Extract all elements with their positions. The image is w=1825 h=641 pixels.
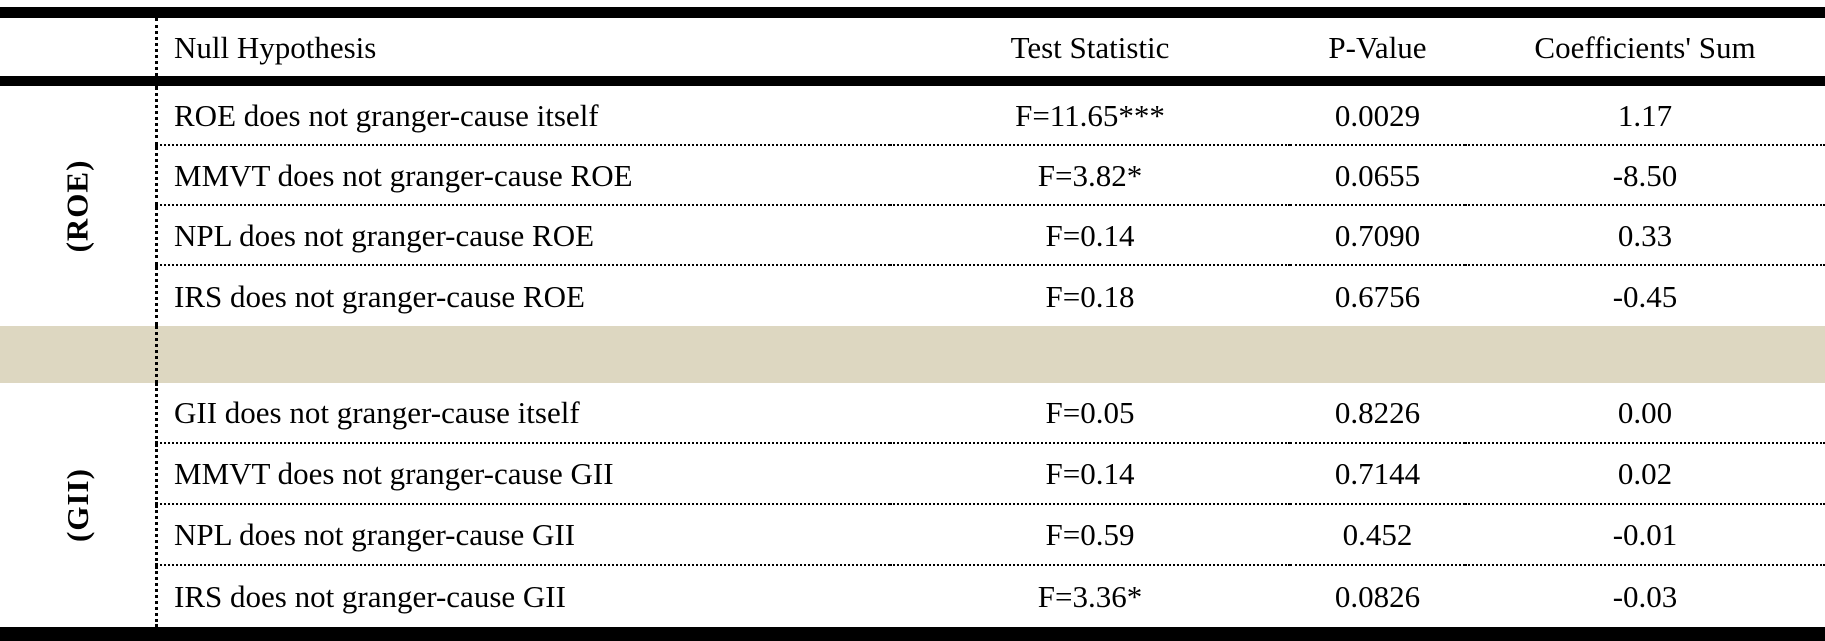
p-value-cell: 0.0655	[1290, 146, 1465, 206]
test-statistic-cell: F=3.36*	[890, 566, 1290, 627]
coefficients-sum-cell: 0.02	[1465, 444, 1825, 505]
column-header-null-hypothesis: Null Hypothesis	[155, 18, 890, 76]
test-statistic-cell: F=0.59	[890, 505, 1290, 566]
p-value-cell: 0.7090	[1290, 206, 1465, 266]
coefficients-sum-cell: -0.45	[1465, 266, 1825, 326]
p-value-cell: 0.7144	[1290, 444, 1465, 505]
hypothesis-cell: IRS does not granger-cause GII	[155, 566, 890, 627]
section-gii: (GII) GII does not granger-cause itself …	[0, 383, 1825, 627]
band-cell	[0, 326, 155, 383]
coefficients-sum-cell: -8.50	[1465, 146, 1825, 206]
section-roe: (ROE) ROE does not granger-cause itself …	[0, 86, 1825, 326]
coefficients-sum-cell: 1.17	[1465, 86, 1825, 146]
table-header-row: Null Hypothesis Test Statistic P-Value C…	[0, 18, 1825, 76]
coefficients-sum-cell: 0.00	[1465, 383, 1825, 444]
hypothesis-cell: MMVT does not granger-cause GII	[155, 444, 890, 505]
band-cell	[1290, 326, 1465, 383]
hypothesis-cell: GII does not granger-cause itself	[155, 383, 890, 444]
coefficients-sum-cell: -0.01	[1465, 505, 1825, 566]
test-statistic-cell: F=0.14	[890, 444, 1290, 505]
header-corner-cell	[0, 18, 155, 76]
hypothesis-cell: NPL does not granger-cause GII	[155, 505, 890, 566]
p-value-cell: 0.6756	[1290, 266, 1465, 326]
column-header-p-value: P-Value	[1290, 18, 1465, 76]
band-cell	[890, 326, 1290, 383]
group-label-roe-cell: (ROE)	[0, 86, 155, 326]
header-separator-border	[0, 76, 1825, 86]
band-cell	[155, 326, 890, 383]
test-statistic-cell: F=0.14	[890, 206, 1290, 266]
table-top-border	[0, 7, 1825, 18]
p-value-cell: 0.0029	[1290, 86, 1465, 146]
test-statistic-cell: F=11.65***	[890, 86, 1290, 146]
p-value-cell: 0.452	[1290, 505, 1465, 566]
hypothesis-cell: IRS does not granger-cause ROE	[155, 266, 890, 326]
coefficients-sum-cell: 0.33	[1465, 206, 1825, 266]
test-statistic-cell: F=0.05	[890, 383, 1290, 444]
test-statistic-cell: F=3.82*	[890, 146, 1290, 206]
column-header-test-statistic: Test Statistic	[890, 18, 1290, 76]
band-cell	[1465, 326, 1825, 383]
p-value-cell: 0.8226	[1290, 383, 1465, 444]
coefficients-sum-cell: -0.03	[1465, 566, 1825, 627]
section-separator-band	[0, 326, 1825, 383]
test-statistic-cell: F=0.18	[890, 266, 1290, 326]
table-bottom-border	[0, 627, 1825, 641]
hypothesis-cell: NPL does not granger-cause ROE	[155, 206, 890, 266]
hypothesis-cell: MMVT does not granger-cause ROE	[155, 146, 890, 206]
p-value-cell: 0.0826	[1290, 566, 1465, 627]
group-label-gii-cell: (GII)	[0, 383, 155, 627]
hypothesis-cell: ROE does not granger-cause itself	[155, 86, 890, 146]
group-label-roe: (ROE)	[59, 159, 95, 253]
column-header-coefficients-sum: Coefficients' Sum	[1465, 18, 1825, 76]
group-label-gii: (GII)	[59, 468, 95, 542]
top-margin	[0, 0, 1825, 7]
